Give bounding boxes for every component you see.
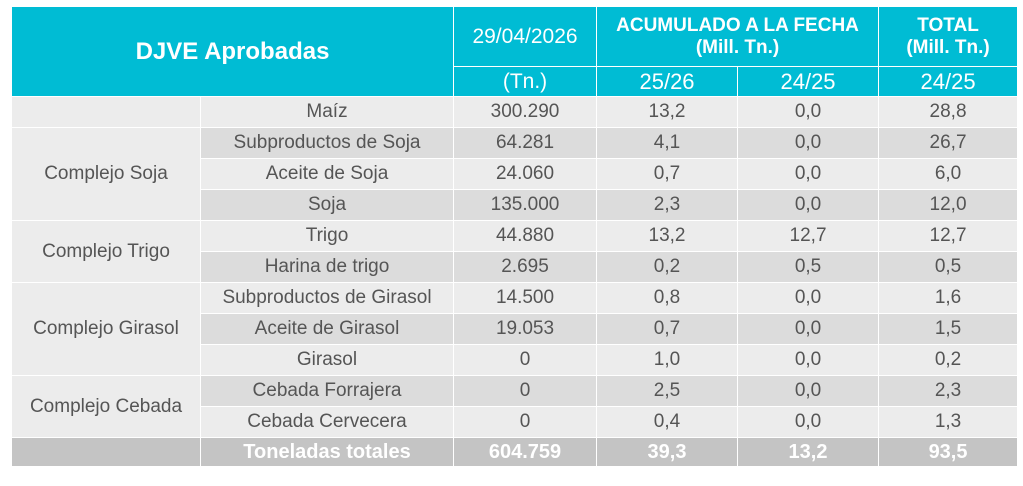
acum-2526-value: 13,2	[596, 220, 739, 252]
acumulado-header: ACUMULADO A LA FECHA (Mill. Tn.)	[596, 6, 880, 67]
acum-2425-value: 0,0	[737, 96, 880, 128]
acum-2526-value: 2,5	[596, 375, 739, 407]
total-2425-value: 28,8	[878, 96, 1019, 128]
tn-value: 0	[453, 344, 598, 376]
table-row: Complejo Soja Subproductos de Soja 64.281 4…	[11, 127, 1019, 221]
acum-2425-value: 0,0	[737, 344, 880, 376]
acum-2425-value: 0,0	[737, 406, 880, 438]
acum-2425-value: 0,5	[737, 251, 880, 283]
group-label: Complejo Trigo	[11, 220, 201, 283]
total-blank-cell	[11, 437, 201, 467]
acum-2526-value: 13,2	[596, 96, 739, 128]
total-title: TOTAL	[917, 14, 979, 36]
total-2425-value: 6,0	[878, 158, 1019, 190]
group-label: Complejo Soja	[11, 127, 201, 221]
group-label	[11, 96, 201, 128]
product-name: Girasol	[199, 344, 455, 376]
date-unit-header: (Tn.)	[453, 66, 598, 97]
product-name: Cebada Cervecera	[199, 406, 455, 438]
table-header: DJVE Aprobadas 29/04/2026 ACUMULADO A LA…	[10, 6, 1019, 97]
acum-2425-value: 0,0	[737, 127, 880, 159]
tn-value: 19.053	[453, 313, 598, 345]
total-2425-value: 12,7	[878, 220, 1019, 252]
tn-value: 2.695	[453, 251, 598, 283]
total-acum-2526: 39,3	[596, 437, 739, 467]
acum-2425-value: 0,0	[737, 158, 880, 190]
djve-table-container: DJVE Aprobadas 29/04/2026 ACUMULADO A LA…	[10, 6, 1019, 468]
table-row: Complejo Girasol Subproductos de Girasol 1…	[11, 282, 1019, 376]
table-row: Aceite de Girasol 19.053 0,7 0,0 1,5	[12, 313, 1019, 345]
acumulado-col-2425: 24/25	[737, 66, 880, 97]
table-total: Toneladas totales 604.759 39,3 13,2 93,5	[11, 437, 1019, 467]
total-2425-value: 2,3	[878, 375, 1019, 407]
date-column-header: 29/04/2026	[453, 6, 598, 67]
table-body: Maíz 300.290 13,2 0,0 28,8 Complejo Soja Subpr…	[11, 96, 1019, 438]
acum-2425-value: 0,0	[737, 313, 880, 345]
total-col-2425: 24/25	[878, 66, 1019, 97]
total-total-2425: 93,5	[878, 437, 1019, 467]
acum-2526-value: 0,2	[596, 251, 739, 283]
product-name: Subproductos de Soja	[199, 127, 455, 159]
table-title: DJVE Aprobadas	[10, 6, 455, 97]
total-2425-value: 1,6	[878, 282, 1019, 314]
total-label: Toneladas totales	[199, 437, 455, 467]
total-row: Toneladas totales 604.759 39,3 13,2 93,5	[11, 437, 1019, 467]
tn-value: 14.500	[453, 282, 598, 314]
table-row: Maíz 300.290 13,2 0,0 28,8	[11, 96, 1019, 128]
total-acum-2425: 13,2	[737, 437, 880, 467]
total-2425-value: 12,0	[878, 189, 1019, 221]
total-2425-value: 0,5	[878, 251, 1019, 283]
acum-2526-value: 2,3	[596, 189, 739, 221]
tn-value: 64.281	[453, 127, 598, 159]
acum-2526-value: 0,7	[596, 313, 739, 345]
total-2425-value: 0,2	[878, 344, 1019, 376]
table-row: Soja 135.000 2,3 0,0 12,0	[12, 189, 1019, 221]
tn-value: 44.880	[453, 220, 598, 252]
acum-2526-value: 0,7	[596, 158, 739, 190]
acum-2425-value: 0,0	[737, 189, 880, 221]
group-label: Complejo Cebada	[11, 375, 201, 438]
tn-value: 0	[453, 375, 598, 407]
tn-value: 135.000	[453, 189, 598, 221]
table-row: Harina de trigo 2.695 0,2 0,5 0,5	[12, 251, 1019, 283]
total-2425-value: 1,5	[878, 313, 1019, 345]
product-name: Aceite de Soja	[199, 158, 455, 190]
acum-2526-value: 0,8	[596, 282, 739, 314]
acum-2425-value: 0,0	[737, 282, 880, 314]
total-header: TOTAL (Mill. Tn.)	[878, 6, 1019, 67]
product-name: Trigo	[199, 220, 455, 252]
tn-value: 24.060	[453, 158, 598, 190]
acum-2526-value: 4,1	[596, 127, 739, 159]
table-row: Girasol 0 1,0 0,0 0,2	[12, 344, 1019, 376]
product-name: Harina de trigo	[199, 251, 455, 283]
group-label: Complejo Girasol	[11, 282, 201, 376]
acumulado-title: ACUMULADO A LA FECHA	[616, 14, 859, 36]
table-row: Aceite de Soja 24.060 0,7 0,0 6,0	[12, 158, 1019, 190]
product-name: Cebada Forrajera	[199, 375, 455, 407]
acum-2526-value: 1,0	[596, 344, 739, 376]
tn-value: 300.290	[453, 96, 598, 128]
product-name: Subproductos de Girasol	[199, 282, 455, 314]
acum-2425-value: 12,7	[737, 220, 880, 252]
acum-2526-value: 0,4	[596, 406, 739, 438]
acumulado-col-2526: 25/26	[596, 66, 739, 97]
product-name: Soja	[199, 189, 455, 221]
tn-value: 0	[453, 406, 598, 438]
total-2425-value: 26,7	[878, 127, 1019, 159]
total-unit: (Mill. Tn.)	[906, 36, 990, 58]
product-name: Maíz	[199, 96, 455, 128]
product-name: Aceite de Girasol	[199, 313, 455, 345]
table-row: Complejo Cebada Cebada Forrajera 0 2,5 0,0 2,…	[11, 375, 1019, 438]
acumulado-unit: (Mill. Tn.)	[695, 36, 780, 58]
acum-2425-value: 0,0	[737, 375, 880, 407]
total-2425-value: 1,3	[878, 406, 1019, 438]
djve-table: DJVE Aprobadas 29/04/2026 ACUMULADO A LA…	[10, 6, 1019, 467]
total-tn: 604.759	[453, 437, 598, 467]
table-row: Complejo Trigo Trigo 44.880 13,2 12,7 12,7	[11, 220, 1019, 283]
